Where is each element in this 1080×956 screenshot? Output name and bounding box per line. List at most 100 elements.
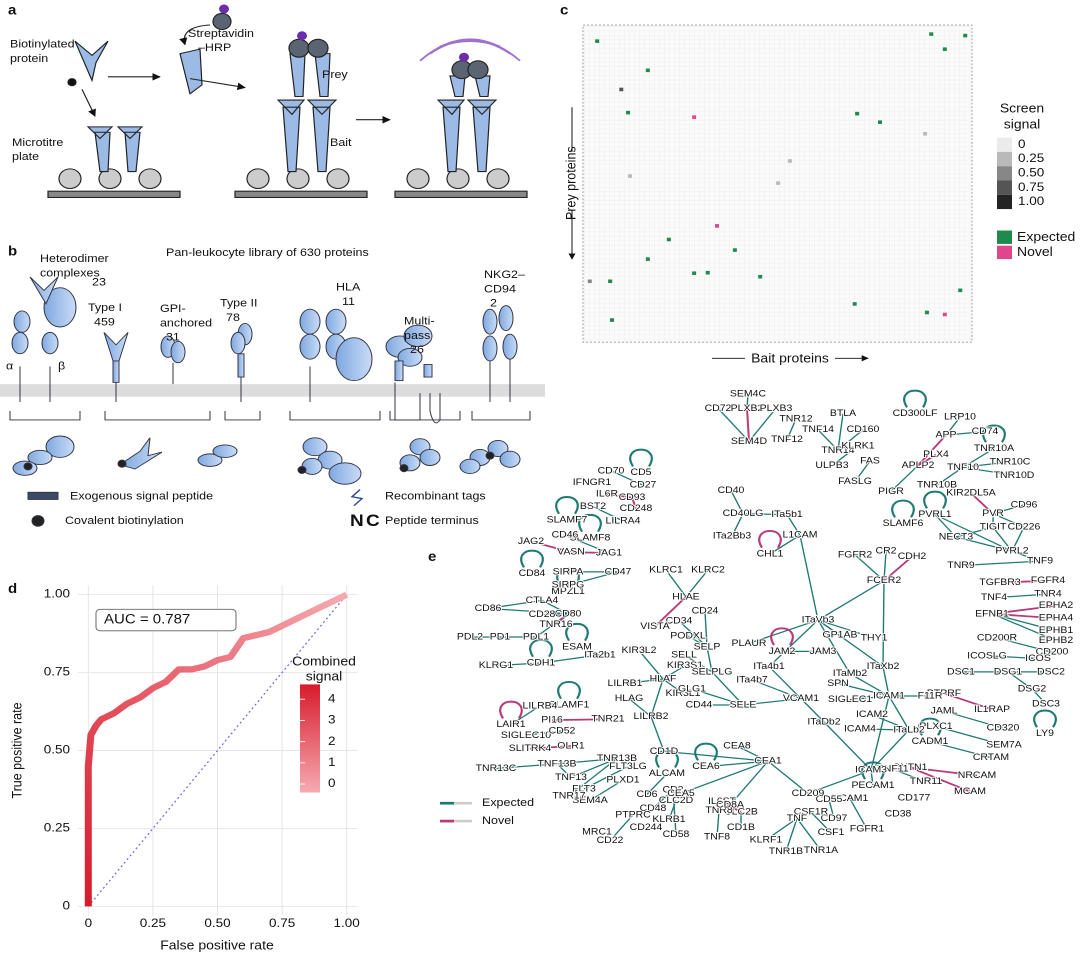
network-edge: [705, 760, 769, 768]
legend-label: Recombinant tags: [385, 489, 486, 502]
heatmap-spot: [924, 310, 929, 315]
node-label: CTLA4: [526, 595, 559, 605]
node-label: ESAM: [562, 642, 592, 652]
network-edge: [729, 760, 769, 806]
node-label: CD74: [972, 426, 999, 436]
y-tick-label: 0: [62, 898, 70, 912]
network-edge: [823, 721, 872, 771]
node-label: LRP10: [944, 412, 977, 422]
node-label: CD86: [475, 603, 502, 613]
node-label: FAS: [860, 456, 880, 466]
node-label: TNR14: [821, 445, 855, 455]
network-edge: [849, 798, 868, 830]
heatmap-spot: [923, 131, 928, 136]
network-edge: [945, 416, 961, 436]
node-label: FGFR4: [1031, 576, 1066, 586]
network-edge: [564, 534, 610, 554]
heatmap-spot: [942, 312, 947, 317]
node-label: CD40: [718, 485, 745, 495]
network-self-loop: [499, 700, 523, 719]
node-label: IFNGR1: [573, 477, 612, 487]
network-edge: [837, 413, 844, 451]
illustration-label: Microtitre: [12, 136, 64, 149]
node-label: CRTAM: [973, 753, 1009, 763]
network-edge: [992, 526, 1013, 552]
node-label: ITa4b7: [736, 675, 768, 685]
node-label: ULPB3: [815, 460, 849, 470]
node-label: OLR1: [557, 741, 585, 751]
network-edge: [487, 607, 569, 615]
node-label: ITa2b1: [584, 650, 616, 660]
network-edge: [917, 454, 937, 467]
node-label: TNF10: [947, 462, 980, 472]
heatmap-spot: [595, 39, 600, 43]
node-label: KLRK1: [841, 441, 875, 451]
node-label: CD70: [598, 466, 625, 476]
panel-b-illustration: [0, 276, 545, 527]
node-label: TNR10D: [994, 470, 1035, 480]
node-label: KIR3L2: [622, 645, 657, 655]
legend-label: 1.00: [1018, 194, 1044, 208]
node-label: JAG2: [518, 536, 545, 546]
network-edge: [796, 818, 822, 851]
class-count: 2: [490, 296, 497, 309]
node-label: ICOSLG: [967, 651, 1007, 661]
node-label: LILRB2: [634, 711, 669, 721]
network-edge: [817, 580, 885, 621]
node-label: CDH2: [898, 552, 927, 562]
node-label: TNR10A: [974, 443, 1015, 453]
heatmap-spot: [608, 279, 613, 284]
node-label: LILRB1: [608, 678, 643, 688]
colorbar: [300, 684, 320, 793]
legend-title: signal: [1004, 117, 1041, 131]
node-label: CD38: [885, 809, 912, 819]
node-label: PLXB2: [731, 403, 764, 413]
node-label: CD248: [620, 503, 653, 513]
node-label: SLAMF8: [570, 533, 611, 543]
legend-label: 1: [328, 755, 336, 769]
legend-title: signal: [306, 669, 343, 683]
heatmap-spot: [787, 159, 792, 163]
node-label: CEA1: [754, 756, 782, 766]
node-label: KLRB1: [652, 814, 686, 824]
heatmap-spot: [929, 32, 934, 36]
node-label: KLRC1: [649, 565, 683, 575]
node-label: CD8A: [716, 800, 744, 810]
network-edge: [892, 768, 927, 783]
legend-title: Combined: [292, 654, 356, 668]
network-edge: [870, 770, 874, 786]
network-edge: [837, 682, 890, 697]
node-label: PI16: [541, 715, 563, 725]
illustration-label: protein: [10, 52, 48, 65]
network-edge: [570, 757, 618, 778]
class-count: 23: [92, 275, 106, 288]
y-tick-label: 0.50: [44, 742, 70, 756]
network-edge: [541, 599, 569, 615]
network-self-loop: [555, 496, 579, 515]
class-name: NKG2–: [484, 268, 525, 281]
node-label: CADM1: [912, 737, 949, 747]
node-label: CD24: [692, 606, 719, 616]
legend-label: 3: [328, 712, 336, 726]
node-label: EPHA4: [1039, 613, 1074, 623]
node-label: PVRL1: [918, 510, 952, 520]
node-label: TNR12: [779, 414, 813, 424]
network-edge: [1011, 550, 1041, 562]
node-label: LILRB4: [523, 701, 558, 711]
node-label: TNR13B: [597, 753, 638, 763]
network-edge: [970, 492, 994, 515]
node-label: ITaVb3: [802, 615, 835, 625]
legend-label: Exogenous signal peptide: [70, 489, 213, 502]
node-label: KIR2DL5A: [946, 488, 996, 498]
node-label: KIR3L1: [666, 688, 701, 698]
node-label: ITa2Bb3: [713, 531, 752, 541]
illustration-label: –HRP: [198, 41, 231, 54]
heatmap-spot: [732, 248, 737, 252]
network-self-loop: [758, 529, 782, 549]
network-edge: [945, 430, 986, 436]
node-label: ITa5b1: [771, 510, 803, 520]
node-label: ALCAM: [649, 769, 685, 779]
network-edge: [731, 513, 744, 537]
node-label: CD200R: [977, 633, 1017, 643]
